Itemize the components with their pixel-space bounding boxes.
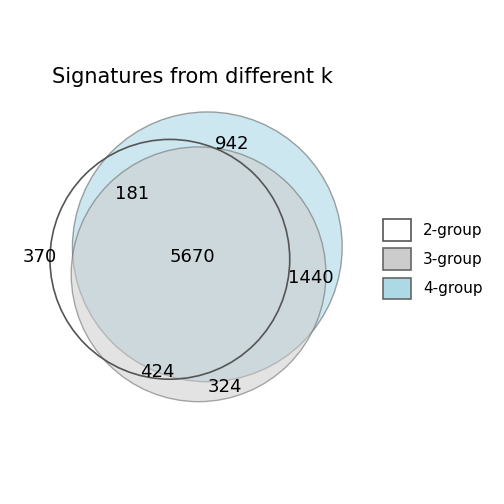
Text: 5670: 5670: [169, 248, 215, 266]
Legend: 2-group, 3-group, 4-group: 2-group, 3-group, 4-group: [377, 213, 489, 305]
Text: 1440: 1440: [288, 269, 334, 287]
Text: 424: 424: [140, 363, 174, 381]
Text: 370: 370: [23, 248, 57, 266]
Text: 324: 324: [208, 377, 242, 396]
Text: 181: 181: [115, 185, 150, 204]
Title: Signatures from different k: Signatures from different k: [52, 68, 333, 87]
Circle shape: [73, 112, 342, 382]
Text: 942: 942: [215, 136, 249, 153]
Circle shape: [71, 147, 326, 402]
